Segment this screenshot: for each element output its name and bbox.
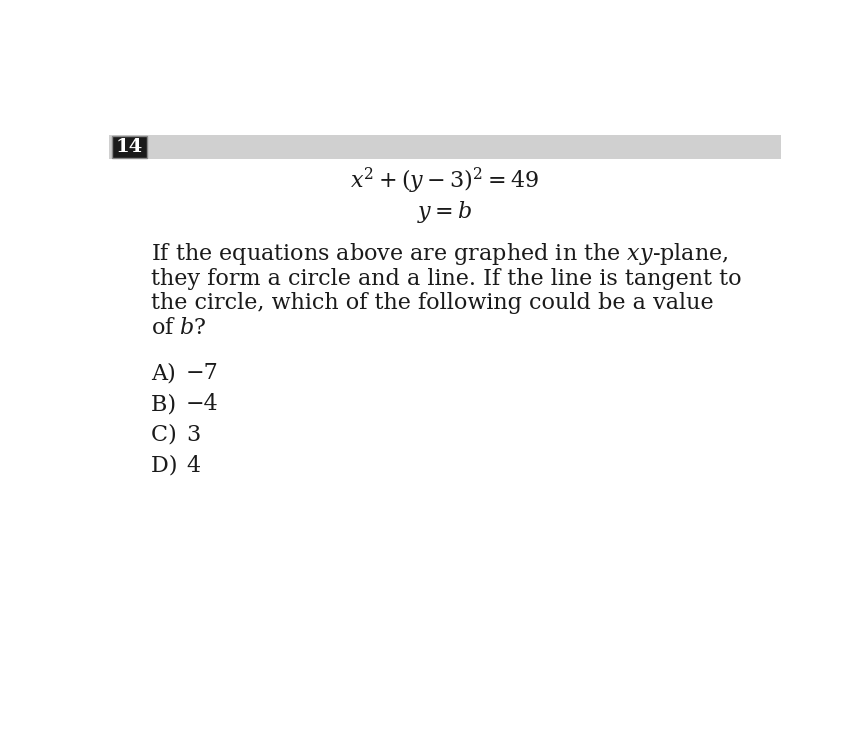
Text: If the equations above are graphed in the $\mathit{xy}$-plane,: If the equations above are graphed in th… (151, 241, 729, 267)
Text: C): C) (151, 424, 188, 446)
Text: −7: −7 (186, 362, 219, 384)
Text: B): B) (151, 393, 187, 415)
Text: they form a circle and a line. If the line is tangent to: they form a circle and a line. If the li… (151, 267, 742, 289)
FancyBboxPatch shape (112, 136, 148, 158)
Text: of $\mathit{b}$?: of $\mathit{b}$? (151, 316, 207, 339)
Text: −4: −4 (186, 393, 219, 415)
Text: the circle, which of the following could be a value: the circle, which of the following could… (151, 292, 713, 314)
FancyBboxPatch shape (108, 135, 781, 159)
Text: $x^2+(y-3)^2=49$: $x^2+(y-3)^2=49$ (351, 166, 539, 196)
Text: A): A) (151, 362, 187, 384)
Text: $y=b$: $y=b$ (418, 199, 472, 224)
Text: 4: 4 (186, 455, 201, 477)
Text: 14: 14 (115, 138, 143, 156)
Text: 3: 3 (186, 424, 201, 446)
Text: D): D) (151, 455, 188, 477)
